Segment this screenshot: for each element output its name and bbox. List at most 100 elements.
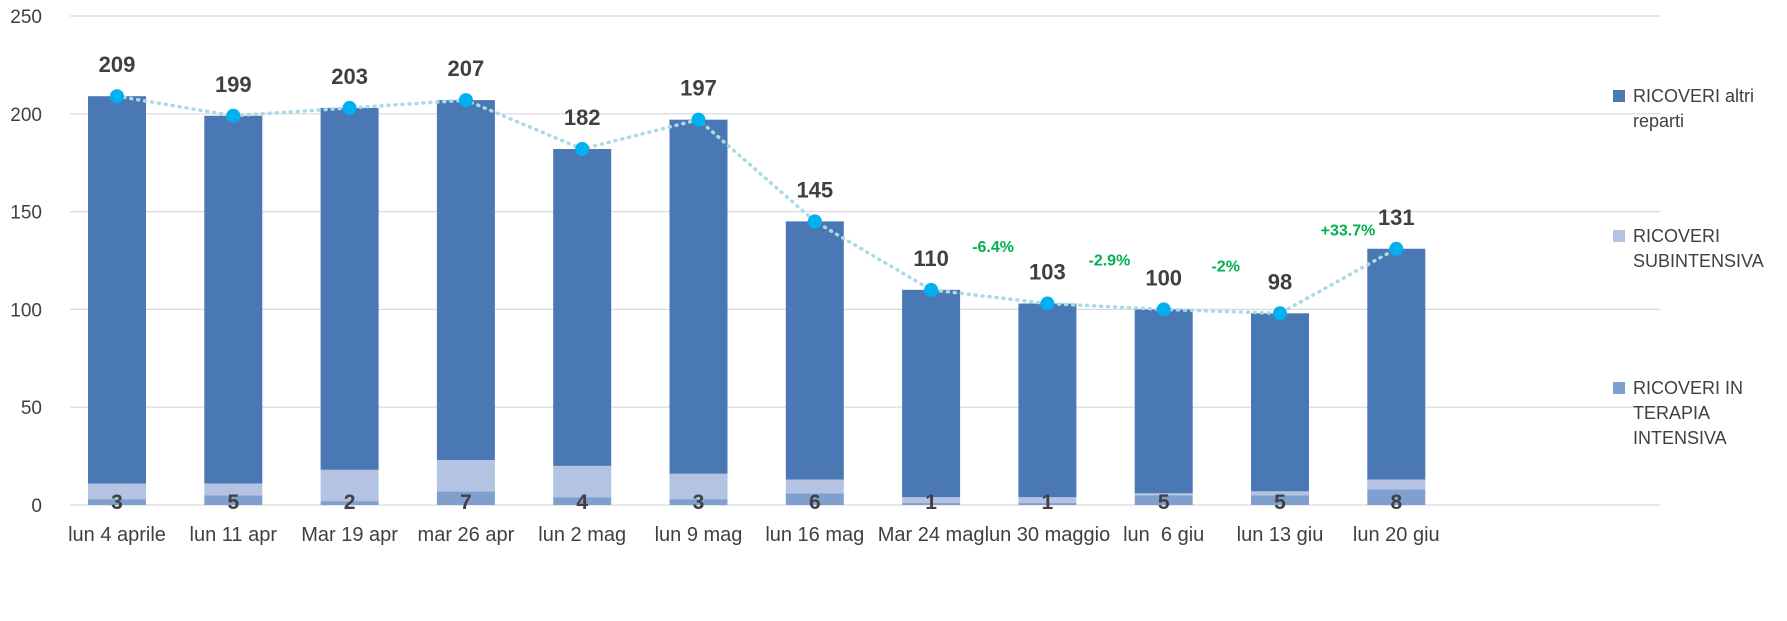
bar-segment xyxy=(204,115,263,484)
base-data-label: 3 xyxy=(693,491,705,514)
base-data-label: 5 xyxy=(227,491,239,514)
trend-marker xyxy=(110,89,124,104)
bar-segment xyxy=(320,469,379,502)
total-data-label: 145 xyxy=(796,177,833,202)
y-tick-label: 250 xyxy=(10,7,42,28)
x-category-label: lun 20 giu xyxy=(1353,524,1440,546)
bar-segment xyxy=(436,100,495,461)
base-data-label: 6 xyxy=(809,491,821,514)
bar-segment xyxy=(436,491,495,505)
bar-segment xyxy=(88,499,146,505)
total-data-label: 182 xyxy=(564,105,601,130)
bar-segment xyxy=(1367,248,1426,480)
base-data-label: 4 xyxy=(576,491,588,514)
legend-label: RICOVERI altri reparti xyxy=(1633,86,1754,131)
x-axis-labels: lun 4 aprile lun 11 apr Mar 19 apr mar 26 a… xyxy=(68,524,1440,546)
bar-segment xyxy=(902,503,961,505)
x-category-label: lun 6 giu xyxy=(1123,524,1204,546)
y-tick-label: 0 xyxy=(31,496,42,517)
change-annotation: +33.7% xyxy=(1321,222,1376,239)
bar-segment xyxy=(1018,503,1077,505)
bar-segment xyxy=(204,495,263,505)
bar-segment xyxy=(204,483,263,496)
total-data-label: 197 xyxy=(680,76,717,101)
trend-marker xyxy=(691,112,706,127)
bar-segment xyxy=(1367,479,1426,490)
trend-marker xyxy=(924,282,939,297)
bar-segment xyxy=(902,497,961,504)
base-data-label: 7 xyxy=(460,491,472,514)
x-category-label: lun 4 aprile xyxy=(68,524,166,546)
bar-segment xyxy=(1251,313,1309,492)
bar-segment xyxy=(553,149,612,466)
base-data-label: 1 xyxy=(925,491,937,514)
legend-swatch xyxy=(1613,90,1625,102)
x-category-label: lun 2 mag xyxy=(538,524,626,546)
bar-segment xyxy=(1251,495,1309,505)
total-data-label: 100 xyxy=(1145,265,1182,290)
bar-segment xyxy=(669,473,728,500)
total-data-label: 98 xyxy=(1268,269,1292,294)
legend-label: RICOVERI IN TERAPIA INTENSIVA xyxy=(1633,378,1743,448)
bar-segment xyxy=(88,483,146,500)
base-data-label: 5 xyxy=(1274,491,1286,514)
bar-segment xyxy=(1018,497,1077,504)
y-tick-label: 200 xyxy=(10,105,42,126)
trend-marker xyxy=(575,142,590,157)
x-category-label: Mar 24 mag xyxy=(878,524,985,546)
bar-layer xyxy=(88,96,1426,505)
total-data-label: 103 xyxy=(1029,260,1066,285)
bar-segment xyxy=(669,499,728,505)
bar-segment xyxy=(553,497,612,505)
base-data-label: 3 xyxy=(111,491,123,514)
total-data-label: 131 xyxy=(1378,205,1415,230)
total-data-label: 207 xyxy=(448,56,485,81)
bar-segment xyxy=(1251,491,1309,496)
legend: RICOVERI altri reparti RICOVERI SUBINTENSIV… xyxy=(1613,86,1764,448)
x-category-label: Mar 19 apr xyxy=(301,524,398,546)
trend-marker xyxy=(1389,241,1404,256)
trend-line xyxy=(115,94,1399,316)
bar-segment xyxy=(1134,495,1193,505)
total-data-label: 209 xyxy=(99,52,136,77)
legend-swatch xyxy=(1613,230,1625,242)
y-tick-label: 50 xyxy=(21,398,42,419)
bar-segment xyxy=(553,465,612,498)
bar-segment xyxy=(320,107,379,470)
base-data-label: 8 xyxy=(1390,491,1402,514)
y-tick-label: 100 xyxy=(10,300,42,321)
bar-segment xyxy=(320,501,379,505)
trend-marker xyxy=(458,93,473,108)
total-label-layer: 209 199 203 207 182 197 145 110 103 100 98 131 xyxy=(99,52,1415,294)
x-category-label: lun 9 mag xyxy=(655,524,743,546)
bar-segment xyxy=(785,493,844,505)
bar-segment xyxy=(88,96,146,484)
trend-line-layer xyxy=(110,89,1404,321)
bar-segment xyxy=(1134,493,1193,496)
change-annotation: -2.9% xyxy=(1089,253,1131,270)
x-category-label: lun 16 mag xyxy=(765,524,864,546)
trend-marker xyxy=(807,214,822,229)
trend-marker xyxy=(342,100,357,115)
x-category-label: mar 26 apr xyxy=(418,524,515,546)
bar-segment xyxy=(1018,303,1077,498)
change-annotation: -6.4% xyxy=(972,239,1014,256)
trend-marker xyxy=(1273,306,1287,321)
trend-marker xyxy=(226,108,241,123)
y-tick-label: 150 xyxy=(10,203,42,224)
legend-swatch xyxy=(1613,382,1625,394)
total-data-label: 110 xyxy=(913,246,949,271)
bar-segment xyxy=(669,119,728,474)
bar-segment xyxy=(785,221,844,480)
trend-marker xyxy=(1156,302,1171,317)
change-annotation-layer: -6.4% -2.9% -2% +33.7% xyxy=(972,222,1375,275)
bar-segment xyxy=(902,289,961,498)
base-data-label: 2 xyxy=(344,491,356,514)
bar-segment xyxy=(1134,309,1193,494)
base-data-label: 5 xyxy=(1158,491,1170,514)
total-data-label: 203 xyxy=(331,64,368,89)
base-data-label: 1 xyxy=(1042,491,1054,514)
x-category-label: lun 13 giu xyxy=(1237,524,1324,546)
trend-marker xyxy=(1040,296,1055,311)
